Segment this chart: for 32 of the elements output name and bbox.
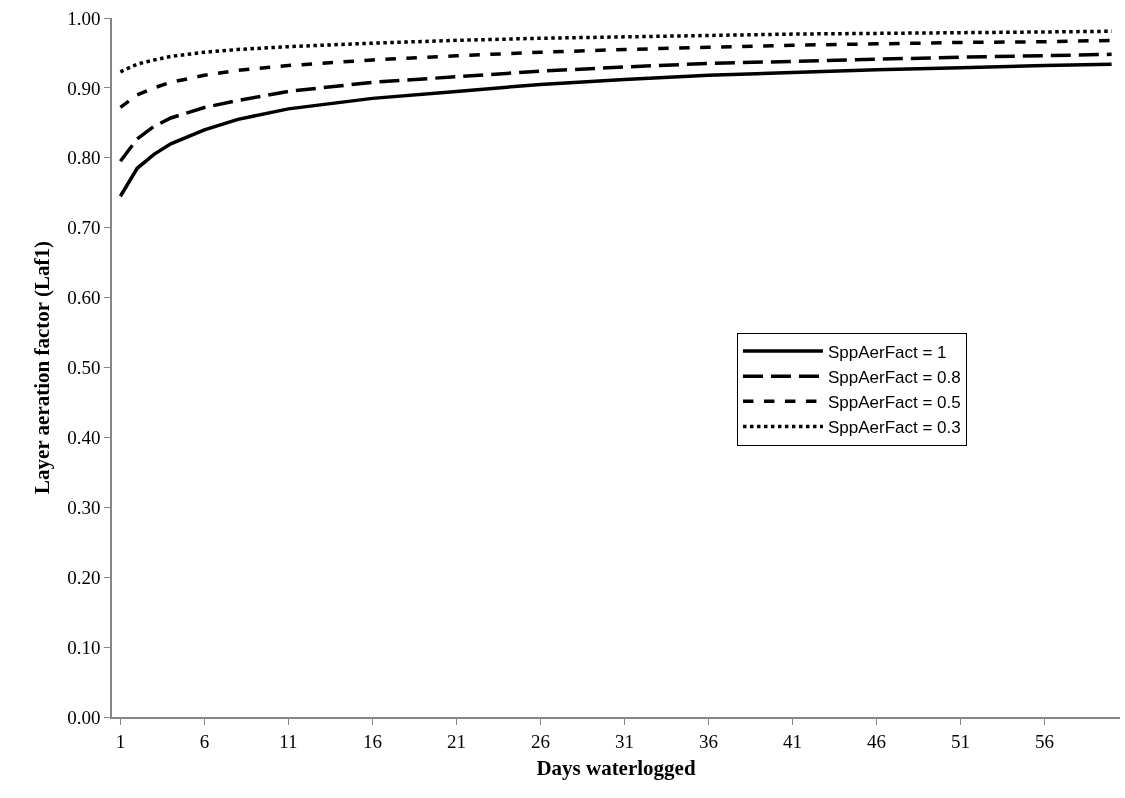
y-tick-label: 0.90 [67, 77, 101, 99]
x-axis-title: Days waterlogged [536, 756, 696, 781]
x-tick-label: 36 [698, 730, 718, 752]
x-tick-label: 56 [1034, 730, 1054, 752]
y-tick-label: 0.80 [67, 147, 101, 169]
y-tick-label: 0.00 [67, 706, 101, 728]
x-tick-label: 11 [279, 730, 298, 752]
x-tick-label: 51 [950, 730, 970, 752]
x-tick-label: 41 [782, 730, 802, 752]
y-tick-label: 0.10 [67, 636, 101, 658]
x-tick-label: 46 [866, 730, 886, 752]
legend-label: SppAerFact = 0.5 [827, 392, 961, 412]
line-series [118, 29, 1114, 74]
y-tick-label: 0.30 [67, 496, 101, 518]
legend-label: SppAerFact = 0.8 [827, 367, 961, 387]
y-tick-label: 1.00 [67, 7, 101, 29]
x-tick-label: 16 [362, 730, 382, 752]
y-tick-label: 0.50 [67, 357, 101, 379]
y-tick-label: 0.20 [67, 566, 101, 588]
legend-label: SppAerFact = 1 [827, 342, 947, 362]
x-tick-label: 6 [199, 730, 210, 752]
line-series [118, 52, 1114, 164]
line-series [118, 62, 1114, 198]
y-tick-label: 0.40 [67, 427, 101, 449]
y-tick-label: 0.70 [67, 217, 101, 239]
y-axis-title: Layer aeration factor (Laf1) [29, 241, 54, 494]
x-tick-label: 1 [115, 730, 126, 752]
y-tick-label: 0.60 [67, 287, 101, 309]
x-tick-label: 31 [614, 730, 634, 752]
x-tick-label: 21 [446, 730, 466, 752]
legend-label: SppAerFact = 0.3 [827, 418, 961, 438]
x-tick-label: 26 [530, 730, 550, 752]
